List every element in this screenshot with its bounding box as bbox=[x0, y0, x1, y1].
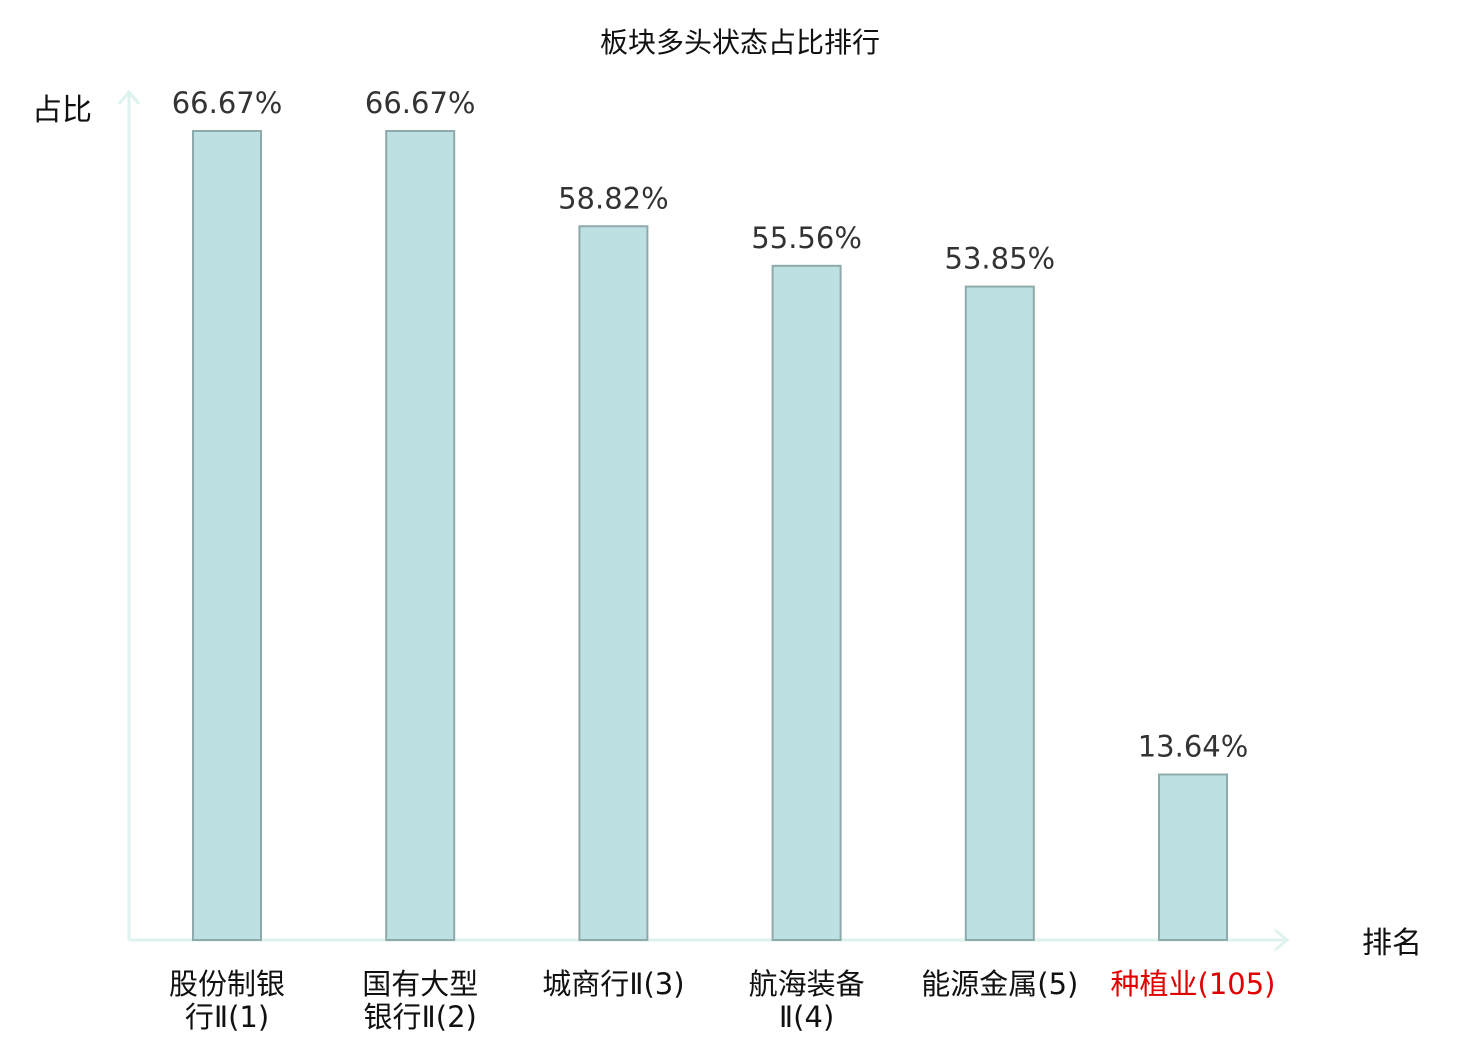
bar-1 bbox=[192, 130, 262, 941]
value-label-5: 53.85% bbox=[945, 242, 1056, 276]
bar-3 bbox=[578, 225, 649, 941]
bar-5 bbox=[964, 285, 1035, 941]
value-label-4: 55.56% bbox=[751, 221, 862, 255]
bar-6 bbox=[1158, 773, 1228, 941]
category-label-1-line-2: 行Ⅱ(1) bbox=[185, 1000, 269, 1034]
category-label-3-line-1: 城商行Ⅱ(3) bbox=[542, 967, 684, 1001]
bar-4 bbox=[771, 264, 842, 941]
x-axis-arrow bbox=[1274, 928, 1290, 952]
category-label-4-line-2: Ⅱ(4) bbox=[779, 1000, 834, 1034]
category-label-2-line-2: 银行Ⅱ(2) bbox=[364, 1000, 477, 1034]
chart-title: 板块多头状态占比排行 bbox=[600, 26, 880, 59]
category-label-4-line-1: 航海装备 bbox=[749, 967, 865, 1001]
y-axis-arrow bbox=[117, 89, 141, 105]
value-label-3: 58.82% bbox=[558, 181, 669, 215]
bar-2 bbox=[385, 130, 456, 941]
category-label-2-line-1: 国有大型 bbox=[362, 967, 478, 1001]
value-label-1: 66.67% bbox=[172, 86, 283, 120]
value-label-6: 13.64% bbox=[1138, 729, 1249, 763]
category-label-5-line-1: 能源金属(5) bbox=[921, 967, 1078, 1001]
y-axis-label: 占比 bbox=[32, 93, 92, 128]
category-label-1-line-1: 股份制银 bbox=[169, 967, 285, 1001]
category-label-6-line-1: 种植业(105) bbox=[1111, 967, 1276, 1001]
x-axis-label: 排名 bbox=[1362, 926, 1422, 961]
value-label-2: 66.67% bbox=[365, 86, 476, 120]
